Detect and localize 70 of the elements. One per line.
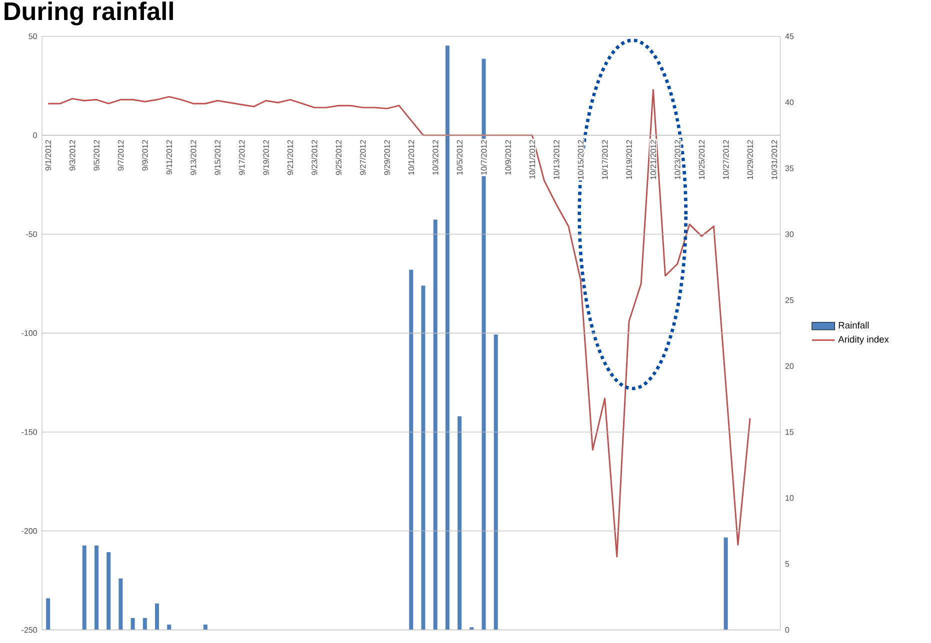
x-tick-label: 9/17/2012 <box>238 140 245 175</box>
bar <box>154 604 159 630</box>
legend-label: Aridity index <box>838 336 889 345</box>
x-tick-label: 10/1/2012 <box>408 140 414 175</box>
chart-title: During rainfall <box>4 2 173 26</box>
x-tick-label: 10/15/2012 <box>578 140 584 180</box>
x-tick-label: 10/19/2012 <box>626 140 632 180</box>
legend-label: Rainfall <box>838 322 869 329</box>
x-tick-label: 10/23/2012 <box>674 140 680 180</box>
bar <box>409 270 414 630</box>
y2-tick-label: 0 <box>785 627 790 633</box>
x-tick-label: 9/25/2012 <box>336 140 342 175</box>
bar <box>482 58 486 630</box>
x-tick-label: 9/11/2012 <box>166 140 172 174</box>
y2-tick-label: 30 <box>785 231 794 238</box>
x-tick-label: 10/5/2012 <box>456 140 463 175</box>
y-tick-label: -250 <box>22 627 37 633</box>
bar <box>94 546 98 630</box>
x-tick-label: 10/17/2012 <box>602 140 608 180</box>
x-tick-label: 10/27/2012 <box>722 140 729 180</box>
y-tick-label: -100 <box>22 330 37 336</box>
bar <box>433 220 438 630</box>
x-tick-label: 9/23/2012 <box>311 140 318 175</box>
bar <box>494 334 498 630</box>
y-tick-label: 50 <box>28 34 37 40</box>
x-tick-label: 9/15/2012 <box>214 140 220 175</box>
bar <box>82 546 86 630</box>
bar <box>458 416 462 630</box>
y2-tick-label: 45 <box>785 34 794 40</box>
y-tick-label: -200 <box>22 528 37 534</box>
x-tick-label: 10/7/2012 <box>480 140 487 175</box>
x-tick-label: 9/1/2012 <box>45 140 52 170</box>
bar <box>106 552 111 630</box>
x-tick-label: 10/9/2012 <box>505 140 511 175</box>
x-tick-label: 10/29/2012 <box>747 140 753 180</box>
x-tick-label: 10/11/2012 <box>529 140 536 179</box>
y2-tick-label: 10 <box>786 495 794 501</box>
bar <box>445 46 450 630</box>
bar <box>118 578 123 630</box>
x-tick-label: 9/9/2012 <box>142 140 148 170</box>
x-tick-label: 9/7/2012 <box>118 140 124 170</box>
bar <box>203 624 208 630</box>
x-tick-label: 9/21/2012 <box>287 140 294 175</box>
y2-tick-label: 15 <box>786 429 794 435</box>
x-tick-label: 9/29/2012 <box>384 140 390 175</box>
y2-tick-label: 35 <box>785 165 794 172</box>
y-tick-label: -50 <box>26 231 37 238</box>
bar <box>724 538 728 630</box>
x-tick-label: 10/31/2012 <box>771 140 778 180</box>
bar <box>421 286 426 630</box>
y2-tick-label: 25 <box>785 297 794 304</box>
x-tick-label: 10/13/2012 <box>553 140 560 180</box>
y-tick-label: 0 <box>33 132 37 138</box>
x-tick-label: 9/19/2012 <box>262 140 269 175</box>
x-tick-label: 9/3/2012 <box>69 140 76 170</box>
y2-tick-label: 5 <box>785 561 790 567</box>
x-tick-label: 9/13/2012 <box>190 140 196 175</box>
x-tick-label: 10/3/2012 <box>432 140 438 175</box>
y2-tick-label: 40 <box>785 100 794 106</box>
bar <box>46 598 50 630</box>
bar <box>130 618 135 630</box>
bar <box>470 627 474 630</box>
bar <box>167 624 172 630</box>
x-tick-label: 10/21/2012 <box>650 140 656 180</box>
x-tick-label: 10/25/2012 <box>698 140 705 180</box>
bar <box>142 618 147 630</box>
x-tick-label: 9/27/2012 <box>360 140 366 175</box>
x-tick-label: 9/5/2012 <box>94 140 100 170</box>
y-tick-label: -150 <box>22 429 37 435</box>
y2-tick-label: 20 <box>785 363 794 369</box>
